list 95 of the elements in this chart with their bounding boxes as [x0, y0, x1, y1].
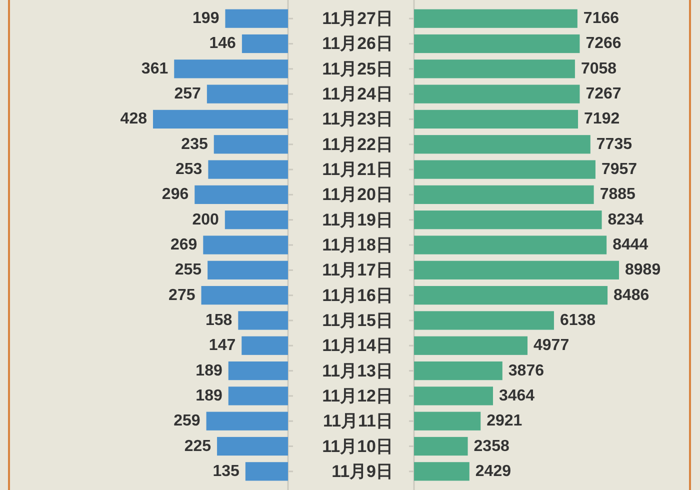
data-label: 7735: [596, 136, 632, 153]
y-tick-label: 11月12日: [322, 386, 393, 406]
data-label: 2921: [486, 412, 522, 430]
y-tick-label: 11月17日: [322, 260, 393, 280]
data-label: 257: [174, 86, 202, 103]
bar: [414, 361, 502, 380]
bar: [201, 286, 288, 305]
y-tick-label: 11月23日: [322, 110, 393, 129]
bar: [238, 311, 288, 330]
bar: [414, 260, 619, 280]
bar: [414, 135, 590, 154]
data-label: 189: [196, 387, 222, 404]
y-tick-label: 11月19日: [322, 210, 393, 230]
bar: [414, 185, 594, 204]
data-label: 3464: [499, 387, 535, 404]
bar: [414, 436, 468, 456]
y-tick-label: 11月11日: [323, 412, 393, 431]
bar: [414, 60, 575, 78]
y-tick-label: 11月15日: [322, 310, 393, 330]
bar: [203, 236, 288, 254]
bar: [414, 84, 580, 104]
bar: [217, 436, 288, 456]
bar: [414, 412, 481, 430]
data-label: 275: [168, 286, 196, 304]
data-label: 147: [208, 337, 236, 354]
data-label: 8486: [614, 286, 650, 304]
data-label: 7267: [586, 86, 622, 103]
data-label: 146: [209, 35, 236, 52]
y-tick-label: 11月14日: [322, 336, 393, 356]
bar: [414, 462, 470, 481]
data-label: 8234: [608, 211, 644, 228]
data-label: 8444: [612, 236, 648, 254]
data-label: 8989: [625, 262, 661, 279]
data-label: 6138: [560, 312, 596, 329]
bar: [245, 462, 288, 481]
data-label: 2358: [474, 438, 510, 455]
y-tick-label: 11月26日: [322, 34, 393, 54]
data-label: 7266: [586, 35, 622, 52]
y-tick-label: 11月21日: [322, 160, 393, 180]
data-label: 255: [174, 262, 202, 279]
bar: [414, 110, 578, 129]
data-label: 7885: [600, 186, 636, 204]
data-label: 189: [196, 362, 222, 380]
bar: [414, 311, 554, 330]
data-label: 7166: [583, 10, 620, 28]
y-tick-label: 11月16日: [322, 286, 393, 305]
data-label: 269: [170, 236, 198, 254]
bar: [228, 386, 288, 406]
data-label: 259: [174, 412, 200, 430]
bar: [225, 9, 288, 28]
bar: [414, 236, 607, 254]
bar: [208, 160, 288, 179]
y-tick-label: 11月22日: [322, 134, 393, 154]
y-tick-label: 11月9日: [332, 462, 393, 481]
bar: [194, 185, 288, 204]
data-label: 296: [162, 186, 189, 204]
data-label: 361: [141, 60, 168, 78]
data-label: 158: [205, 312, 232, 329]
y-tick-label: 11月13日: [322, 361, 393, 380]
bar: [174, 60, 288, 78]
data-label: 7957: [601, 161, 638, 178]
bar: [206, 84, 288, 104]
bar: [206, 412, 288, 430]
data-label: 199: [192, 10, 220, 28]
data-label: 3876: [508, 362, 544, 380]
y-tick-label: 11月18日: [322, 236, 393, 254]
bar: [414, 9, 578, 28]
bar: [242, 34, 288, 54]
bar: [214, 135, 288, 154]
y-tick-label: 11月20日: [322, 185, 393, 204]
data-label: 2429: [475, 462, 512, 480]
y-tick-label: 11月10日: [322, 436, 393, 456]
data-label: 235: [181, 136, 208, 153]
bar: [414, 160, 596, 179]
bar: [414, 210, 602, 230]
data-label: 253: [175, 161, 202, 178]
bar: [414, 286, 608, 305]
bar: [153, 110, 288, 129]
bar: [208, 260, 288, 280]
bar: [242, 336, 288, 355]
bar: [228, 361, 288, 380]
data-label: 428: [120, 110, 148, 128]
y-tick-label: 11月27日: [322, 9, 393, 28]
data-label: 4977: [534, 337, 570, 354]
bar: [224, 210, 288, 230]
data-label: 7192: [584, 110, 620, 128]
data-label: 225: [184, 438, 212, 455]
data-label: 135: [212, 462, 240, 480]
data-label: 200: [192, 211, 220, 228]
y-tick-label: 11月24日: [322, 84, 393, 104]
bar: [414, 34, 580, 54]
bar: [414, 336, 528, 355]
bar: [414, 386, 493, 406]
data-label: 7058: [580, 60, 617, 78]
y-tick-label: 11月25日: [322, 59, 393, 78]
